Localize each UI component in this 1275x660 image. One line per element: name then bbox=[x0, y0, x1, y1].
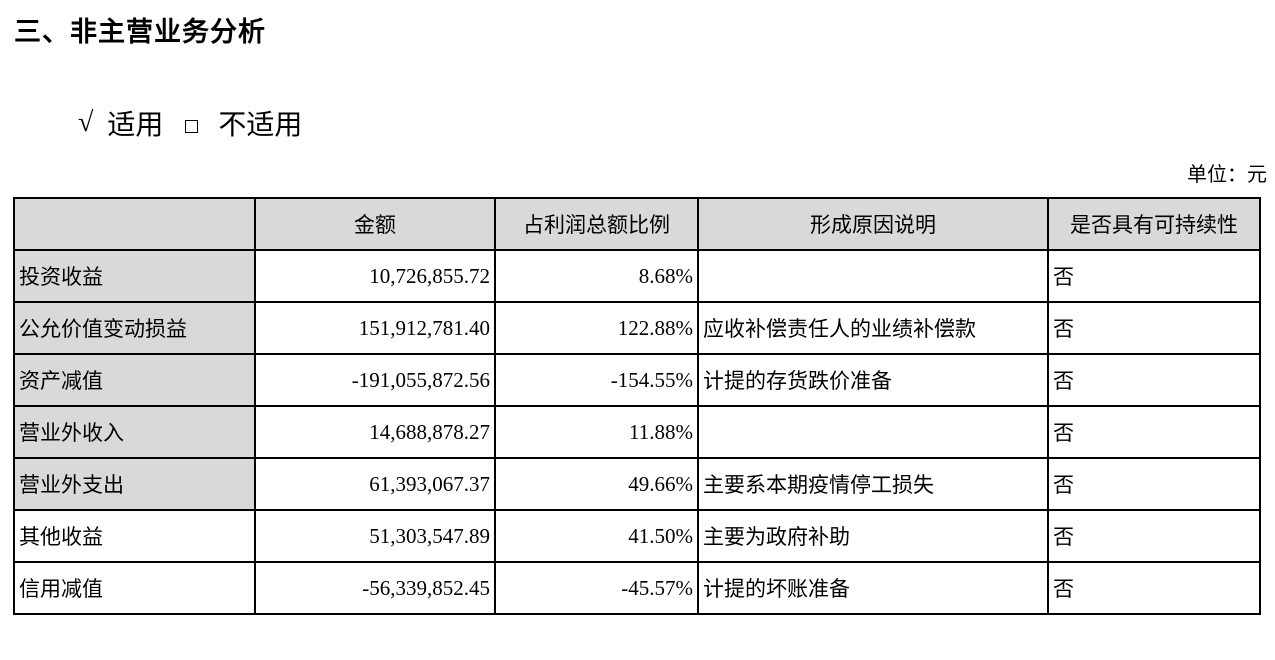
applicability-options: √ 适用 不适用 bbox=[78, 103, 302, 143]
row-item: 资产减值 bbox=[13, 353, 256, 407]
row-item: 营业外收入 bbox=[13, 405, 256, 459]
table-row: 信用减值 -56,339,852.45 -45.57% 计提的坏账准备否 bbox=[13, 561, 1261, 615]
row-ratio: 122.88% bbox=[494, 301, 699, 355]
row-amount: -191,055,872.56 bbox=[254, 353, 496, 407]
unit-label: 单位：元 bbox=[1187, 164, 1267, 186]
header-sustainable: 是否具有可持续性 bbox=[1047, 197, 1261, 251]
row-amount: 51,303,547.89 bbox=[254, 509, 496, 563]
row-reason: 计提的存货跌价准备 bbox=[697, 353, 1049, 407]
row-amount: 10,726,855.72 bbox=[254, 249, 496, 303]
checkmark-icon: √ bbox=[78, 107, 94, 138]
table-row: 投资收益 10,726,855.72 8.68% 否 bbox=[13, 249, 1261, 303]
row-sustainable: 否 bbox=[1047, 457, 1261, 511]
row-sustainable: 否 bbox=[1047, 301, 1261, 355]
row-reason: 主要系本期疫情停工损失 bbox=[697, 457, 1049, 511]
row-sustainable: 否 bbox=[1047, 249, 1261, 303]
applicable-label: 适用 bbox=[107, 110, 164, 141]
table-row: 资产减值 -191,055,872.56 -154.55% 计提的存货跌价准备否 bbox=[13, 353, 1261, 407]
header-ratio: 占利润总额比例 bbox=[494, 197, 699, 251]
row-ratio: -45.57% bbox=[494, 561, 699, 615]
table-row: 营业外支出 61,393,067.37 49.66% 主要系本期疫情停工损失否 bbox=[13, 457, 1261, 511]
row-item: 投资收益 bbox=[13, 249, 256, 303]
table-row: 其他收益 51,303,547.89 41.50% 主要为政府补助否 bbox=[13, 509, 1261, 563]
table-row: 公允价值变动损益 151,912,781.40 122.88% 应收补偿责任人的业绩补… bbox=[13, 301, 1261, 355]
not-applicable-label: 不适用 bbox=[218, 110, 303, 141]
row-item: 信用减值 bbox=[13, 561, 256, 615]
row-item: 其他收益 bbox=[13, 509, 256, 563]
row-sustainable: 否 bbox=[1047, 509, 1261, 563]
row-item: 公允价值变动损益 bbox=[13, 301, 256, 355]
row-reason: 主要为政府补助 bbox=[697, 509, 1049, 563]
header-reason: 形成原因说明 bbox=[697, 197, 1049, 251]
table-header-row: 金额 占利润总额比例 形成原因说明 是否具有可持续性 bbox=[13, 197, 1261, 251]
row-reason bbox=[697, 405, 1049, 459]
row-ratio: 11.88% bbox=[494, 405, 699, 459]
row-sustainable: 否 bbox=[1047, 561, 1261, 615]
row-reason bbox=[697, 249, 1049, 303]
row-amount: 61,393,067.37 bbox=[254, 457, 496, 511]
row-amount: 14,688,878.27 bbox=[254, 405, 496, 459]
empty-checkbox-icon bbox=[185, 119, 199, 133]
row-ratio: 41.50% bbox=[494, 509, 699, 563]
row-ratio: 49.66% bbox=[494, 457, 699, 511]
header-item bbox=[13, 197, 256, 251]
row-reason: 应收补偿责任人的业绩补偿款 bbox=[697, 301, 1049, 355]
row-sustainable: 否 bbox=[1047, 353, 1261, 407]
non-core-business-table: 金额 占利润总额比例 形成原因说明 是否具有可持续性 投资收益 10,726,85… bbox=[13, 197, 1261, 615]
row-sustainable: 否 bbox=[1047, 405, 1261, 459]
table-row: 营业外收入 14,688,878.27 11.88% 否 bbox=[13, 405, 1261, 459]
row-ratio: 8.68% bbox=[494, 249, 699, 303]
row-reason: 计提的坏账准备 bbox=[697, 561, 1049, 615]
header-amount: 金额 bbox=[254, 197, 496, 251]
row-ratio: -154.55% bbox=[494, 353, 699, 407]
row-item: 营业外支出 bbox=[13, 457, 256, 511]
row-amount: 151,912,781.40 bbox=[254, 301, 496, 355]
row-amount: -56,339,852.45 bbox=[254, 561, 496, 615]
section-title: 三、非主营业务分析 bbox=[14, 17, 266, 47]
